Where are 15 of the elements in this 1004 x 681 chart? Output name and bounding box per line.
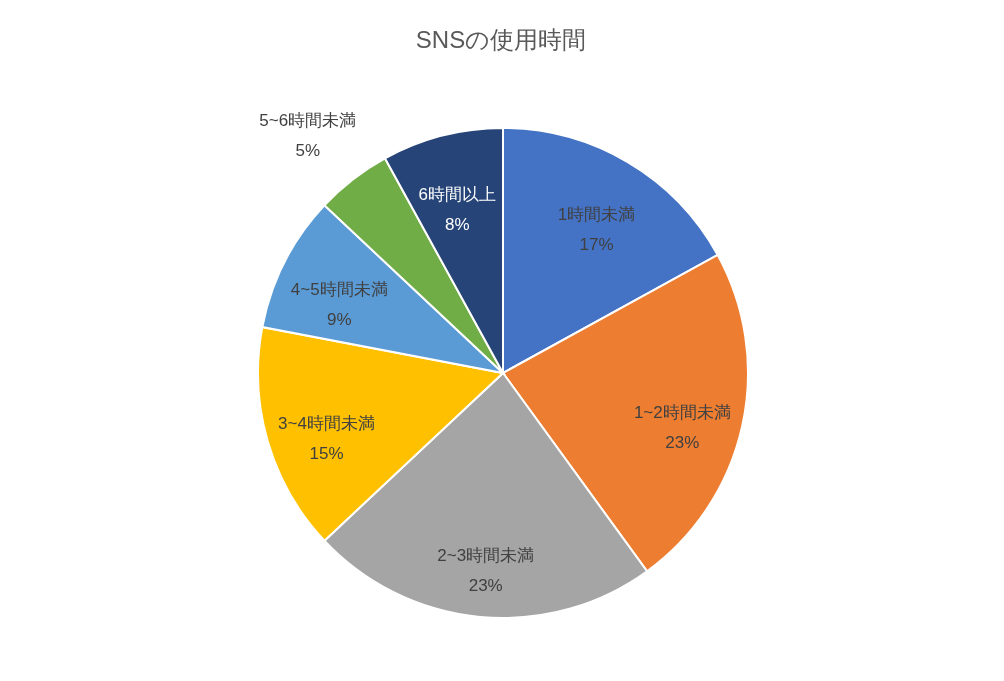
slice-label: 1時間未満	[557, 204, 636, 224]
data-label: 17%	[579, 234, 614, 254]
data-label: 5%	[295, 141, 321, 161]
slice-label: 1~2時間未満	[633, 403, 731, 423]
slice-label: 5~6時間未満	[259, 111, 357, 131]
slice-label: 4~5時間未満	[290, 279, 388, 299]
data-label: 23%	[468, 575, 503, 595]
data-label: 15%	[309, 444, 344, 464]
data-label: 23%	[665, 433, 700, 453]
data-label: 9%	[326, 309, 352, 329]
slice-label: 3~4時間未満	[278, 414, 375, 434]
slice-label: 6時間以上	[418, 185, 497, 205]
data-label: 8%	[445, 215, 470, 235]
chart-title: SNSの使用時間	[415, 26, 587, 53]
slice-label: 2~3時間未満	[437, 545, 535, 565]
